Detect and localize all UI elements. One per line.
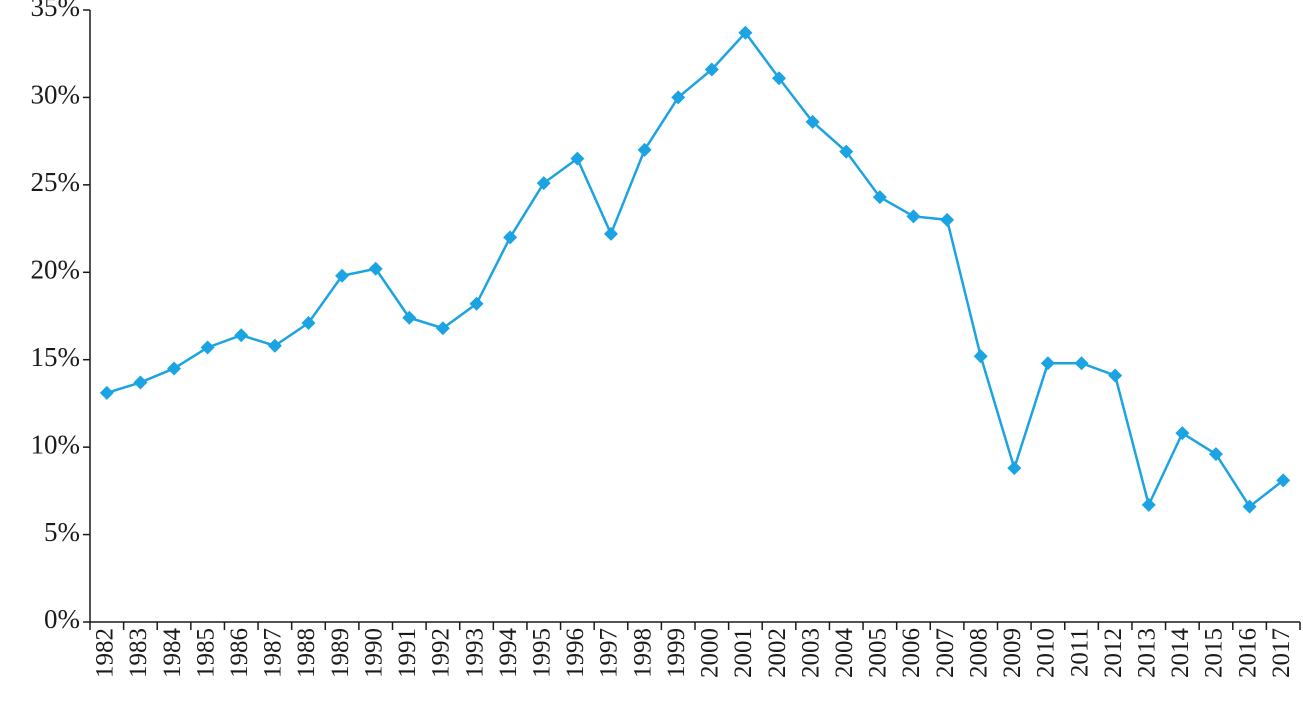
data-point — [301, 315, 316, 330]
x-tick-label: 1992 — [428, 628, 455, 678]
data-point — [1242, 499, 1257, 514]
x-tick-label: 2010 — [1033, 628, 1060, 678]
data-point — [536, 176, 551, 191]
x-tick-label: 1995 — [528, 628, 555, 678]
data-point — [973, 349, 988, 364]
x-tick-label: 2004 — [831, 628, 858, 679]
x-tick-label: 1989 — [327, 628, 354, 678]
data-point — [1175, 426, 1190, 441]
x-tick-label: 1999 — [663, 628, 690, 678]
data-point — [738, 25, 753, 40]
data-point — [805, 114, 820, 129]
data-point — [1208, 447, 1223, 462]
data-point — [402, 310, 417, 325]
data-point — [1276, 473, 1291, 488]
x-tick-label: 1994 — [495, 628, 522, 679]
data-point — [1074, 356, 1089, 371]
data-point — [234, 328, 249, 343]
x-tick-label: 2006 — [898, 628, 925, 678]
data-point — [1040, 356, 1055, 371]
data-point — [335, 268, 350, 283]
data-point — [503, 230, 518, 245]
data-point — [772, 71, 787, 86]
x-tick-label: 2008 — [965, 628, 992, 678]
y-tick-label: 35% — [31, 0, 81, 22]
x-tick-label: 2007 — [932, 628, 959, 678]
x-tick-label: 1991 — [394, 628, 421, 678]
x-tick-label: 2013 — [1133, 628, 1160, 678]
data-point — [671, 90, 686, 105]
x-tick-label: 2015 — [1201, 628, 1228, 678]
data-point — [704, 62, 719, 77]
data-point — [940, 212, 955, 227]
data-point — [267, 338, 282, 353]
data-point — [200, 340, 215, 355]
y-tick-label: 10% — [31, 429, 81, 459]
data-point — [570, 151, 585, 166]
x-tick-label: 2011 — [1066, 628, 1093, 677]
x-tick-label: 2000 — [697, 628, 724, 678]
data-point — [368, 261, 383, 276]
data-point — [1007, 461, 1022, 476]
x-tick-label: 1983 — [125, 628, 152, 678]
x-tick-label: 2003 — [797, 628, 824, 678]
x-tick-label: 1986 — [226, 628, 253, 678]
x-tick-label: 1997 — [596, 628, 623, 678]
y-tick-label: 5% — [44, 517, 80, 547]
x-tick-label: 1990 — [360, 628, 387, 678]
x-tick-label: 2009 — [999, 628, 1026, 678]
x-tick-label: 2002 — [764, 628, 791, 678]
x-tick-label: 1984 — [159, 628, 186, 679]
x-tick-label: 2014 — [1167, 628, 1194, 679]
data-point — [872, 190, 887, 205]
x-tick-label: 2001 — [730, 628, 757, 678]
x-tick-label: 1993 — [461, 628, 488, 678]
x-tick-label: 1996 — [562, 628, 589, 678]
data-point — [637, 142, 652, 157]
data-point — [906, 209, 921, 224]
x-tick-label: 2016 — [1234, 628, 1261, 678]
x-tick-label: 1998 — [629, 628, 656, 678]
data-point — [1108, 368, 1123, 383]
data-point — [1141, 497, 1156, 512]
y-tick-label: 25% — [31, 167, 81, 197]
y-tick-label: 15% — [31, 342, 81, 372]
data-point — [469, 296, 484, 311]
x-tick-label: 1985 — [192, 628, 219, 678]
y-tick-label: 30% — [31, 80, 81, 110]
y-tick-label: 0% — [44, 604, 80, 634]
data-point — [133, 375, 148, 390]
series-line — [106, 30, 1284, 509]
x-tick-label: 1987 — [260, 628, 287, 678]
data-point — [839, 144, 854, 159]
x-tick-label: 2005 — [865, 628, 892, 678]
data-point — [603, 226, 618, 241]
data-point — [435, 321, 450, 336]
data-point — [167, 361, 182, 376]
x-tick-label: 1982 — [92, 628, 119, 678]
y-tick-label: 20% — [31, 254, 81, 284]
x-tick-label: 1988 — [293, 628, 320, 678]
x-tick-label: 2012 — [1100, 628, 1127, 678]
data-point — [99, 385, 114, 400]
x-tick-label: 2017 — [1268, 628, 1295, 678]
